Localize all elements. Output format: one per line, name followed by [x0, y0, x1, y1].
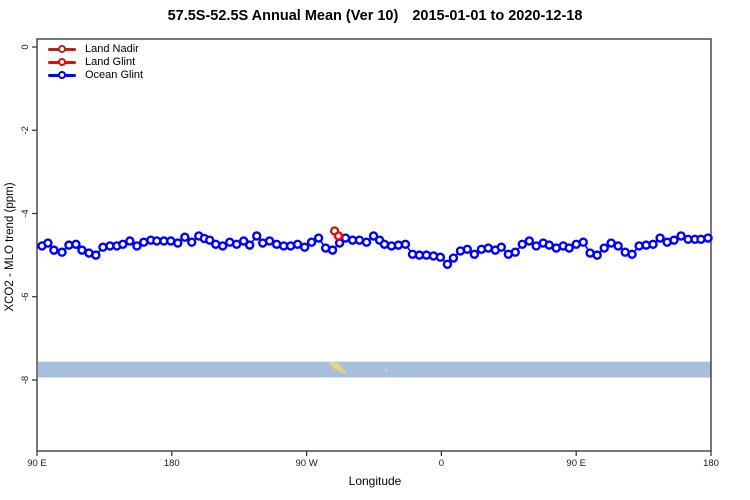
svg-text:90 W: 90 W	[296, 458, 318, 469]
svg-text:-8: -8	[20, 376, 31, 384]
y-axis-label: XCO2 - MLO trend (ppm)	[4, 182, 16, 312]
legend-label: Land Nadir	[85, 43, 139, 55]
title-text: 57.5S-52.5S Annual Mean (Ver 10)	[167, 8, 399, 24]
svg-text:90 E: 90 E	[566, 458, 586, 469]
svg-text:0: 0	[20, 44, 31, 49]
ocean-glint-marker-icon	[48, 71, 76, 80]
land-nadir-marker-icon	[48, 45, 76, 54]
legend-label: Land Glint	[85, 56, 136, 68]
legend-label: Ocean Glint	[85, 69, 144, 81]
svg-text:180: 180	[703, 458, 719, 469]
chart-title: 57.5S-52.5S Annual Mean (Ver 10) 2015-01-…	[0, 8, 750, 24]
legend-item-ocean-glint: Ocean Glint	[48, 69, 143, 82]
x-axis-label: Longitude	[348, 474, 402, 488]
svg-text:180: 180	[164, 458, 180, 469]
legend: Land Nadir Land Glint Ocean Glint	[48, 43, 143, 82]
legend-item-land-nadir: Land Nadir	[48, 43, 143, 56]
svg-text:90 E: 90 E	[27, 458, 47, 469]
land-glint-marker-icon	[48, 58, 76, 67]
svg-text:-2: -2	[20, 126, 31, 134]
title-date-range: 2015-01-01 to 2020-12-18	[412, 8, 583, 24]
svg-text:-4: -4	[20, 209, 31, 217]
svg-text:-6: -6	[20, 293, 31, 301]
svg-text:0: 0	[439, 458, 444, 469]
legend-item-land-glint: Land Glint	[48, 56, 143, 69]
